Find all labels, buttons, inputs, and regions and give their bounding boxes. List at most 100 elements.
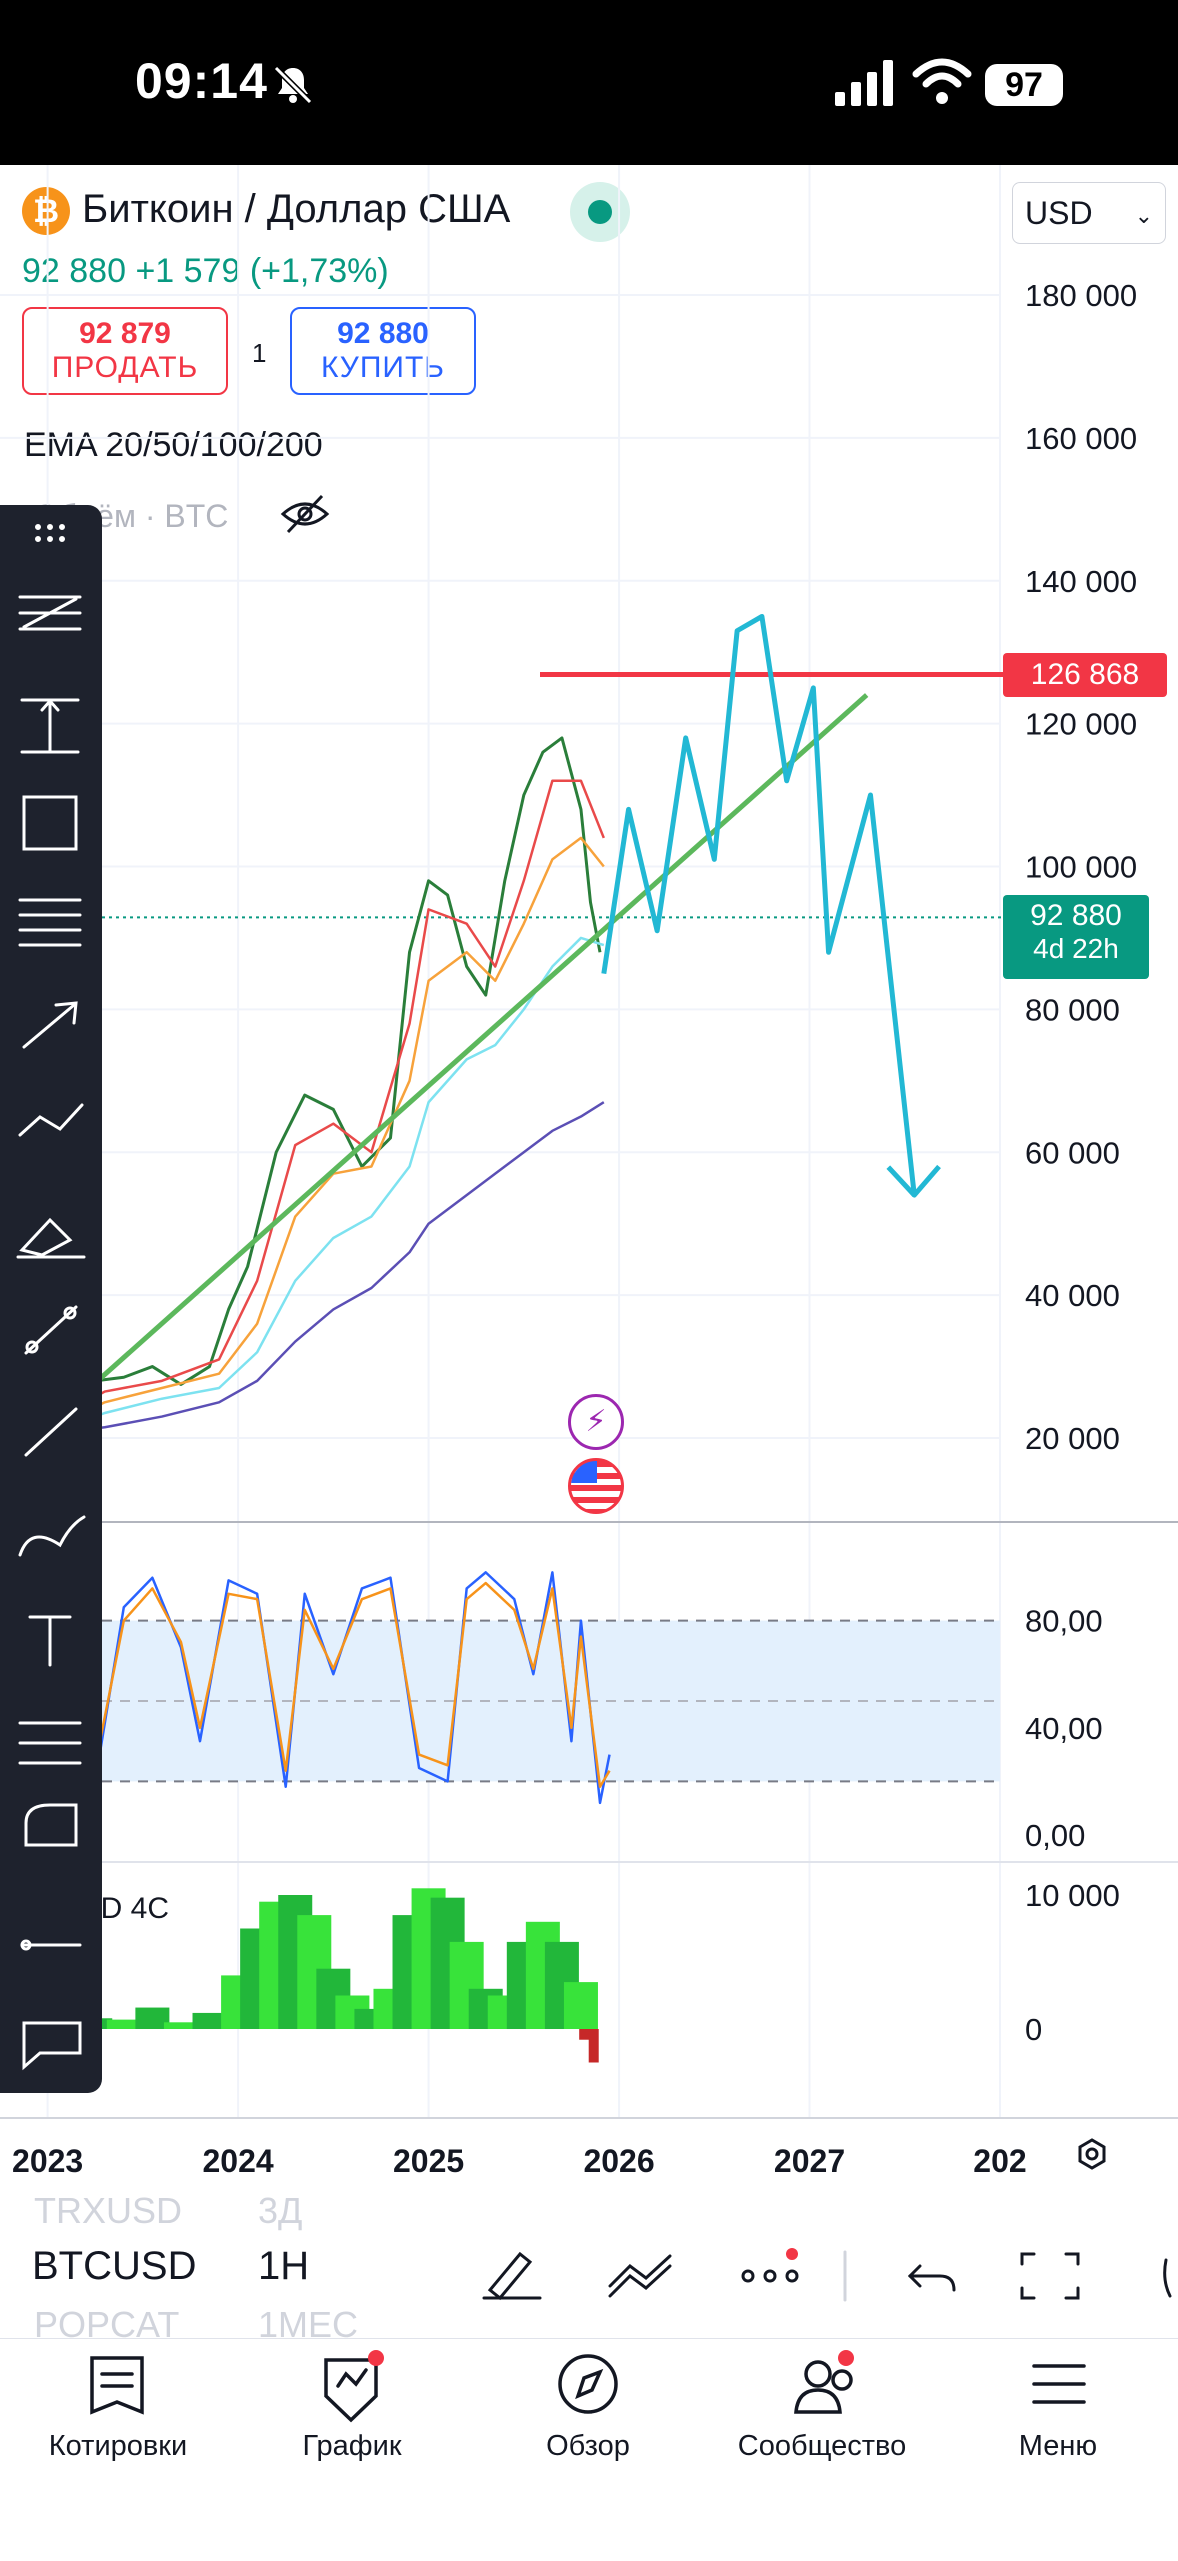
buy-label: КУПИТЬ (320, 351, 445, 384)
rsi-series-line (0, 1581, 611, 1789)
tab-community[interactable]: Сообщество (737, 2430, 907, 2462)
price-series-line (7, 693, 869, 1462)
y-tick-label: 180 000 (1025, 278, 1137, 313)
y-tick-label: 80 000 (1025, 992, 1120, 1027)
x-tick-label: 2023 (12, 2143, 83, 2179)
macd-bar (163, 2022, 198, 2029)
projection-arrowhead (886, 1165, 917, 1197)
undo-icon[interactable] (907, 2264, 956, 2292)
eye-hidden-icon[interactable] (280, 492, 330, 536)
macd-bar (588, 2029, 599, 2063)
symbol-selector[interactable]: BTCUSD (32, 2244, 197, 2288)
macd-tick-label: 0 (1025, 2012, 1042, 2047)
rectangle-icon[interactable] (22, 795, 78, 851)
shape-icon[interactable] (24, 1803, 78, 1847)
price-series-line (8, 736, 602, 1461)
indicators-icon[interactable] (608, 2254, 672, 2298)
last-price-label: 92 880 4d 22h (1003, 895, 1149, 980)
axis-settings-icon-center (1085, 2147, 1099, 2161)
chart-icon[interactable] (324, 2358, 378, 2423)
arrow-icon[interactable] (22, 1001, 78, 1049)
notification-dot (786, 2248, 798, 2260)
interval-selector[interactable]: 1H (258, 2244, 310, 2288)
bell-muted-icon (273, 65, 313, 105)
macd-bar (563, 1982, 598, 2029)
tab-overview[interactable]: Обзор (546, 2430, 630, 2462)
trend-line-icon[interactable] (24, 1407, 78, 1457)
more-tools-icon[interactable] (1163, 2258, 1172, 2298)
bitcoin-icon: ₿ (22, 187, 70, 235)
symbol-bar (0, 2195, 1178, 2337)
pen-icon[interactable] (18, 1515, 86, 1557)
macd-bar (135, 2007, 170, 2029)
price-change: 92 880 +1 579 (+1,73%) (22, 252, 389, 290)
path-icon[interactable] (18, 1103, 84, 1137)
menu-icon[interactable] (1032, 2364, 1086, 2404)
rsi-tick-label: 80,00 (1025, 1604, 1103, 1639)
currency-select[interactable]: USD ⌄ (1012, 182, 1166, 244)
parallel-lines-icon[interactable] (18, 898, 82, 947)
tab-quotes[interactable]: Котировки (48, 2430, 188, 2462)
tab-chart[interactable]: График (302, 2430, 402, 2462)
drawing-toolbar (0, 505, 102, 2093)
currency-value: USD (1025, 195, 1093, 231)
price-series-line (8, 779, 605, 1454)
sell-label: ПРОДАТЬ (51, 351, 199, 384)
y-tick-label: 120 000 (1025, 707, 1137, 742)
macd-bar (106, 2019, 141, 2029)
chevron-down-icon: ⌄ (1134, 203, 1153, 228)
quotes-icon[interactable] (90, 2356, 144, 2415)
prev-symbol[interactable]: TRXUSD (34, 2190, 183, 2231)
horizontal-ray-icon[interactable] (20, 1939, 82, 1951)
x-tick-label: 202 (973, 2143, 1026, 2179)
rsi-tick-label: 40,00 (1025, 1711, 1103, 1746)
tab-icons (90, 2350, 1086, 2423)
y-tick-label: 20 000 (1025, 1421, 1120, 1456)
status-time: 09:14 (135, 53, 268, 109)
x-tick-label: 2025 (393, 2143, 464, 2179)
us-flag-event-icon[interactable] (568, 1458, 624, 1514)
buy-button[interactable]: 92 880 КУПИТЬ (290, 307, 476, 395)
rsi-tick-label: 0,00 (1025, 1818, 1085, 1853)
symbol-title[interactable]: Биткоин / Доллар США (82, 187, 511, 231)
axis-settings-icon[interactable] (1078, 2138, 1106, 2170)
fib-retracement-icon[interactable] (18, 595, 82, 631)
brush-icon[interactable] (16, 1217, 86, 1259)
sell-price: 92 879 (79, 317, 171, 350)
cellular-signal-icon (835, 60, 893, 106)
macd-bar (192, 2012, 227, 2029)
indicator-ema-legend[interactable]: EMA 20/50/100/200 (24, 426, 323, 464)
trend-angle-icon[interactable] (24, 1305, 78, 1355)
macd-bar (579, 2029, 590, 2040)
status-bar: 09:14 97 (0, 0, 1178, 165)
x-tick-label: 2026 (583, 2143, 654, 2179)
chart-toolbar (482, 2248, 1172, 2302)
wifi-icon (912, 58, 972, 104)
community-icon[interactable] (794, 2360, 853, 2414)
lightning-event-icon[interactable]: ⚡ (568, 1394, 624, 1450)
price-range-icon[interactable] (20, 698, 80, 754)
macd-tick-label: 10 000 (1025, 1878, 1120, 1913)
y-tick-label: 100 000 (1025, 850, 1137, 885)
battery-indicator: 97 (985, 64, 1063, 106)
tab-menu[interactable]: Меню (1018, 2430, 1098, 2462)
drawing-pen-icon[interactable] (482, 2251, 542, 2301)
buy-price: 92 880 (337, 317, 429, 350)
y-tick-label: 60 000 (1025, 1135, 1120, 1170)
price-series-line (9, 1101, 605, 1440)
x-tick-label: 2024 (203, 2143, 274, 2179)
y-tick-label: 40 000 (1025, 1278, 1120, 1313)
x-tick-label: 2027 (774, 2143, 845, 2179)
compass-icon[interactable] (558, 2354, 618, 2414)
pitchfork-icon[interactable] (18, 1721, 82, 1765)
callout-icon[interactable] (22, 2021, 82, 2071)
text-icon[interactable] (28, 1615, 72, 1667)
y-tick-label: 140 000 (1025, 564, 1137, 599)
sell-button[interactable]: 92 879 ПРОДАТЬ (22, 307, 228, 395)
more-options-icon[interactable] (741, 2269, 799, 2283)
price-series-line (8, 836, 605, 1450)
drag-handle-icon[interactable] (35, 524, 65, 542)
fullscreen-icon[interactable] (1020, 2252, 1080, 2300)
prev-interval[interactable]: 3Д (258, 2190, 303, 2231)
